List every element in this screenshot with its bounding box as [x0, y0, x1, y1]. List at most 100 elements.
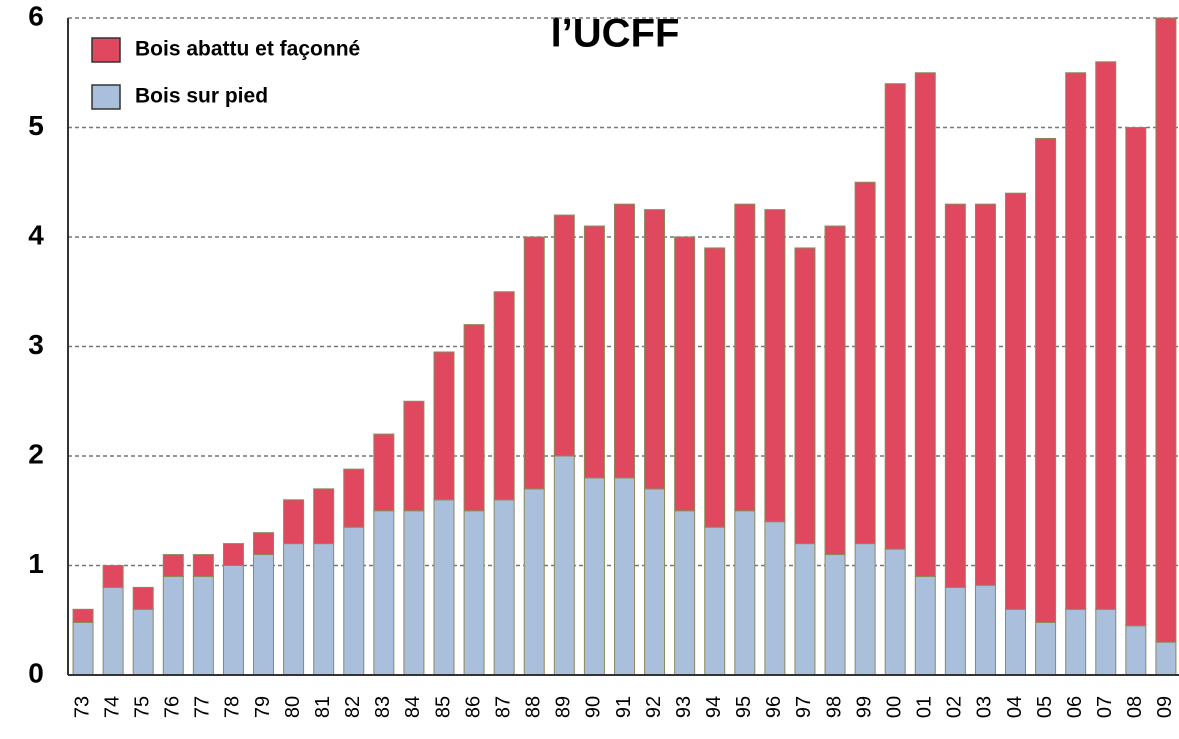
bar-segment	[72, 608, 94, 623]
bar-segment	[734, 203, 756, 512]
bar-segment	[313, 488, 335, 545]
bar-segment	[613, 203, 635, 479]
bar-segment	[824, 554, 846, 676]
bar-segment	[343, 468, 365, 528]
bar-segment	[944, 586, 966, 676]
bar-segment	[644, 488, 666, 676]
x-tick-label: 90	[583, 696, 605, 718]
x-tick-label: 75	[131, 696, 153, 718]
bar-segment	[1065, 72, 1087, 610]
bar-segment	[132, 586, 154, 610]
bar-segment	[854, 181, 876, 545]
bar-segment	[343, 526, 365, 676]
bar-segment	[493, 291, 515, 501]
bar-segment	[1065, 608, 1087, 676]
x-tick-label: 91	[613, 696, 635, 718]
bar-segment	[132, 608, 154, 676]
bar-segment	[704, 247, 726, 528]
y-tick-label: 5	[28, 110, 44, 141]
bar-segment	[914, 72, 936, 577]
bar-segment	[463, 510, 485, 676]
legend-swatch	[91, 84, 121, 110]
x-tick-label: 07	[1094, 696, 1116, 718]
bar-segment	[192, 575, 214, 676]
bar-segment	[974, 584, 996, 676]
y-tick-label: 2	[28, 438, 44, 469]
x-tick-label: 95	[733, 696, 755, 718]
bar-segment	[1095, 608, 1117, 676]
bar-segment	[523, 488, 545, 676]
bar-segment	[734, 510, 756, 676]
bar-segment	[373, 433, 395, 512]
x-tick-label: 77	[192, 696, 214, 718]
x-tick-label: 96	[763, 696, 785, 718]
legend-label: Bois sur pied	[135, 85, 268, 108]
bar-segment	[854, 543, 876, 676]
bar-segment	[884, 83, 906, 550]
x-tick-label: 94	[703, 696, 725, 718]
x-tick-label: 87	[492, 696, 514, 718]
x-tick-label: 99	[853, 696, 875, 718]
bar-segment	[463, 324, 485, 512]
bar-segment	[644, 209, 666, 490]
legend-swatch	[91, 37, 121, 63]
bar-segment	[253, 532, 275, 556]
bar-segment	[253, 554, 275, 676]
bar-segment	[764, 521, 786, 676]
bar-segment	[794, 543, 816, 676]
bar-segment	[72, 621, 94, 676]
legend-label: Bois abattu et façonné	[135, 38, 360, 61]
bar-segment	[764, 209, 786, 523]
bar-segment	[222, 543, 244, 566]
y-tick-label: 4	[28, 219, 44, 250]
bar-segment	[1125, 625, 1147, 676]
bar-segment	[583, 477, 605, 676]
x-tick-label: 09	[1154, 696, 1176, 718]
bar-segment	[1095, 61, 1117, 610]
bar-segment	[222, 565, 244, 676]
x-tick-label: 76	[162, 696, 184, 718]
x-tick-label: 00	[883, 696, 905, 718]
x-tick-label: 78	[222, 696, 244, 718]
bar-segment	[674, 236, 696, 512]
x-tick-label: 89	[553, 696, 575, 718]
bar-segment	[162, 575, 184, 676]
x-tick-label: 93	[673, 696, 695, 718]
x-tick-label: 04	[1004, 696, 1026, 718]
x-tick-label: 74	[101, 696, 123, 718]
bar-segment	[884, 548, 906, 676]
bar-segment	[553, 455, 575, 676]
x-tick-label: 98	[823, 696, 845, 718]
bar-segment	[704, 526, 726, 676]
bar-segment	[283, 499, 305, 545]
bar-segment	[102, 565, 124, 588]
bar-segment	[523, 236, 545, 490]
x-tick-label: 73	[71, 696, 93, 718]
chart-title: l’UCFF	[551, 12, 680, 56]
bar-segment	[1035, 137, 1057, 623]
bar-segment	[1155, 17, 1177, 643]
bar-segment	[553, 214, 575, 457]
bar-segment	[1005, 192, 1027, 610]
bar-segment	[493, 499, 515, 676]
bar-segment	[433, 351, 455, 501]
x-tick-label: 05	[1034, 696, 1056, 718]
bar-segment	[102, 586, 124, 676]
bar-segment	[674, 510, 696, 676]
x-tick-label: 02	[944, 696, 966, 718]
x-tick-label: 83	[372, 696, 394, 718]
bar-segment	[944, 203, 966, 588]
y-tick-label: 0	[28, 657, 44, 688]
bar-segment	[1005, 608, 1027, 676]
x-tick-label: 86	[462, 696, 484, 718]
bar-segment	[1035, 621, 1057, 676]
bar-segment	[403, 510, 425, 676]
bar-segment	[974, 203, 996, 586]
bar-segment	[373, 510, 395, 676]
bar-segment	[162, 554, 184, 577]
x-tick-label: 92	[643, 696, 665, 718]
bar-segment	[613, 477, 635, 676]
bar-segment	[1155, 641, 1177, 676]
bar-segment	[192, 554, 214, 577]
